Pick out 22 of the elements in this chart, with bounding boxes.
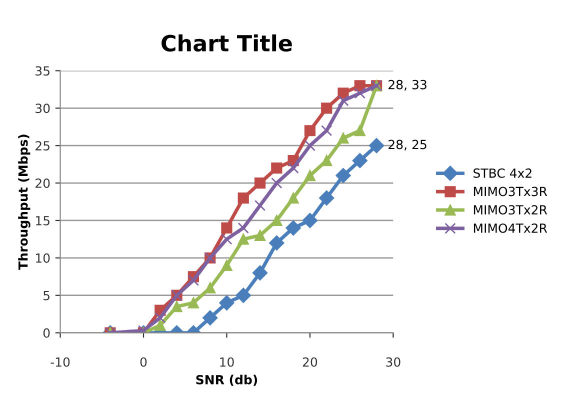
- y-tick-label: 0: [43, 328, 50, 338]
- y-tick-label: 25: [36, 141, 50, 151]
- y-tick-label: 10: [36, 253, 50, 263]
- y-tick-label: 20: [36, 178, 50, 188]
- y-tick-label: 15: [36, 216, 50, 226]
- chart-title: Chart Title: [162, 34, 292, 52]
- annotation: 28, 25: [388, 140, 426, 150]
- x-axis-title: SNR (db): [196, 374, 258, 386]
- legend-label: MIMO3Tx2R: [474, 205, 548, 215]
- x-tick-label: 30: [386, 357, 400, 367]
- legend-label: MIMO3Tx3R: [474, 186, 548, 196]
- y-tick-label: 35: [36, 66, 50, 76]
- y-axis-title: Throughput (Mbps): [18, 134, 30, 270]
- legend-label: MIMO4Tx2R: [474, 223, 548, 233]
- x-tick-label: -10: [50, 357, 70, 367]
- legend-label: STBC 4x2: [474, 168, 532, 178]
- y-tick-label: 30: [36, 104, 50, 114]
- x-tick-label: 0: [140, 357, 147, 367]
- y-tick-label: 5: [44, 290, 50, 300]
- x-tick-label: 10: [220, 357, 234, 367]
- annotation: 28, 33: [388, 80, 426, 91]
- x-tick-label: 20: [302, 357, 318, 367]
